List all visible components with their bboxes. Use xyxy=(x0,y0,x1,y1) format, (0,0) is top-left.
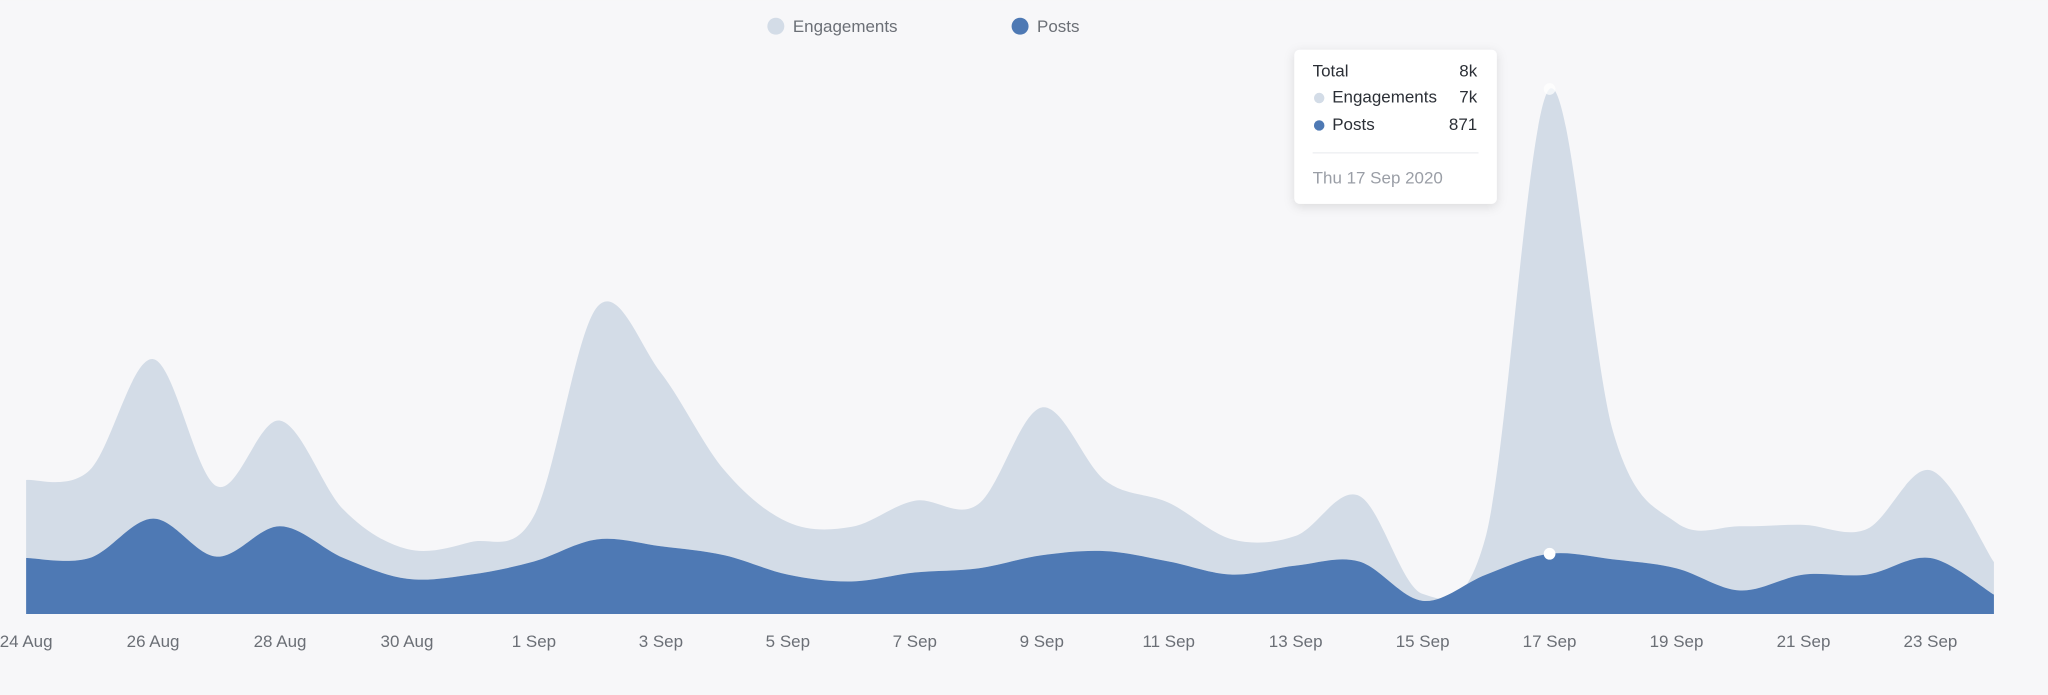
tooltip-series-label: Engagements xyxy=(1332,88,1437,107)
x-tick-label: 1 Sep xyxy=(512,632,556,651)
tooltip-swatch xyxy=(1313,120,1325,131)
tooltip-series-value: 871 xyxy=(1449,115,1477,134)
x-tick-label: 21 Sep xyxy=(1777,632,1831,651)
tooltip-total-label: Total xyxy=(1313,61,1349,80)
x-tick-label: 13 Sep xyxy=(1269,632,1323,651)
x-tick-label: 24 Aug xyxy=(0,632,53,651)
x-tick-label: 30 Aug xyxy=(381,632,434,651)
tooltip-total-value: 8k xyxy=(1459,61,1477,80)
legend: Engagements Posts xyxy=(767,17,1080,36)
hover-marker xyxy=(1543,547,1556,560)
area xyxy=(26,88,1994,601)
hover-marker xyxy=(1543,83,1556,95)
tooltip-swatch xyxy=(1313,92,1325,104)
tooltip: Total 8k Engagements 7k Posts 871 Thu 17… xyxy=(1294,49,1497,204)
area xyxy=(26,518,1994,614)
x-tick-label: 15 Sep xyxy=(1396,632,1450,651)
x-tick-label: 19 Sep xyxy=(1650,632,1704,651)
tooltip-box xyxy=(1294,49,1497,204)
legend-swatch xyxy=(767,17,785,35)
x-tick-label: 11 Sep xyxy=(1142,632,1195,651)
x-tick-label: 3 Sep xyxy=(639,632,683,651)
x-tick-label: 26 Aug xyxy=(127,632,180,651)
legend-label[interactable]: Engagements xyxy=(793,17,898,36)
legend-label[interactable]: Posts xyxy=(1037,17,1079,36)
x-tick-label: 17 Sep xyxy=(1523,632,1577,651)
x-tick-label: 5 Sep xyxy=(766,632,810,651)
tooltip-date: Thu 17 Sep 2020 xyxy=(1313,168,1443,187)
x-tick-label: 23 Sep xyxy=(1904,632,1958,651)
x-tick-label: 28 Aug xyxy=(254,632,307,651)
x-tick-label: 9 Sep xyxy=(1020,632,1064,651)
x-tick-label: 7 Sep xyxy=(893,632,937,651)
tooltip-series-label: Posts xyxy=(1332,115,1374,134)
tooltip-series-value: 7k xyxy=(1459,88,1477,107)
plot-area: 24 Aug 26 Aug 28 Aug 30 Aug 1 Sep 3 Sep 5 Sep 7… xyxy=(0,83,1994,651)
legend-swatch xyxy=(1011,17,1029,35)
